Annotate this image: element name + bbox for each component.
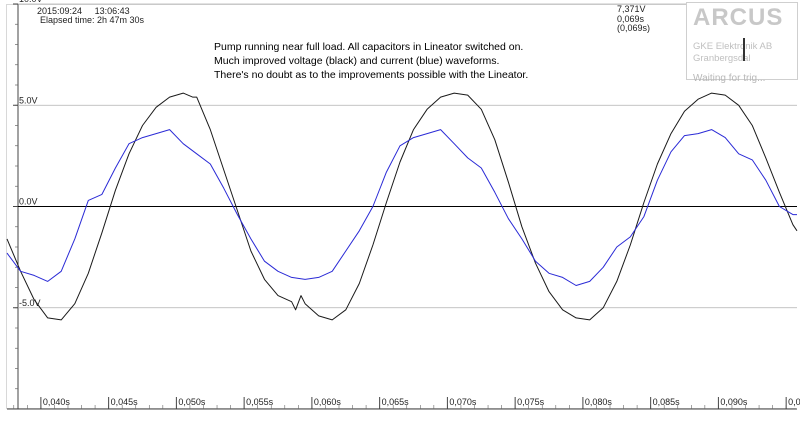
elapsed-time: Elapsed time: 2h 47m 30s (40, 15, 144, 25)
x-tick-label: 0,060s (314, 397, 342, 407)
x-tick-label: 0,050s (178, 397, 206, 407)
company-location: Granbergsdal (693, 53, 751, 64)
y-axis-labels: 10.0V 5.0V 0.0V -5.0V (19, 0, 43, 308)
x-tick-label: 0,090s (720, 397, 748, 407)
trigger-marker (743, 38, 745, 61)
arcus-logo: ARCUS (693, 4, 783, 32)
y-tick-label: 0.0V (19, 197, 38, 207)
annotation-line: There's no doubt as to the improvements … (214, 68, 528, 82)
x-tick-label: 0,085s (653, 397, 681, 407)
x-tick-label: 0,065s (382, 397, 410, 407)
x-axis-labels: 0,040s 0,045s 0,050s 0,055s 0,060s 0,065s 0,07… (43, 397, 800, 407)
x-tick-label: 0,055s (246, 397, 274, 407)
current-trace (7, 130, 797, 286)
x-tick-label: 0,070s (449, 397, 477, 407)
x-tick-label: 0,045s (111, 397, 139, 407)
y-tick-label: 10.0V (19, 0, 43, 4)
x-tick-label: 0,080s (585, 397, 613, 407)
readout-delta: (0,069s) (617, 24, 650, 34)
cursor-readout: 7,371V 0,069s (0,069s) (617, 5, 650, 34)
y-tick-label: 5.0V (19, 95, 38, 105)
trigger-status: Waiting for trig... (693, 73, 765, 84)
annotation-line: Much improved voltage (black) and curren… (214, 54, 528, 68)
logo-panel: ARCUS GKE Elektronik AB Granbergsdal (686, 2, 798, 80)
annotation-line: Pump running near full load. All capacit… (214, 40, 528, 54)
y-tick-label: -5.0V (19, 298, 41, 308)
company-name: GKE Elektronik AB (693, 41, 772, 52)
annotation: Pump running near full load. All capacit… (214, 40, 528, 82)
x-tick-label: 0,040s (43, 397, 71, 407)
x-tick-label: 0,095s (788, 397, 800, 407)
x-tick-label: 0,075s (517, 397, 545, 407)
